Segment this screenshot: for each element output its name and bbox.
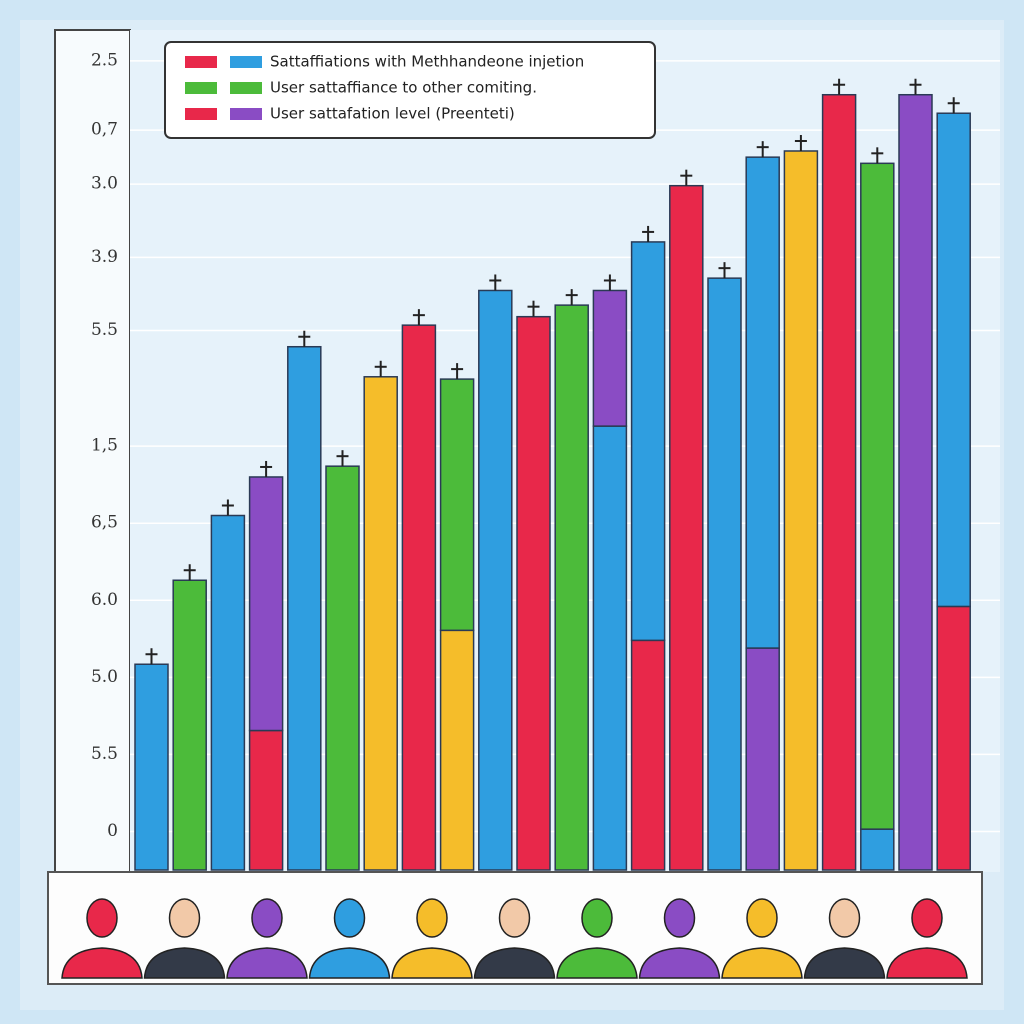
person-body (143, 947, 226, 979)
bar-segment (325, 465, 360, 871)
bar-segment (669, 184, 704, 871)
bar-segment (745, 647, 780, 871)
bar-segment (592, 289, 628, 427)
legend-swatch (185, 108, 217, 120)
bar-segment (287, 345, 322, 871)
person-head (911, 898, 943, 938)
person-head (746, 898, 778, 938)
y-tick-label: 5.0 (91, 667, 118, 687)
legend-label: User sattaffiance to other comiting. (270, 79, 537, 97)
y-tick-label: 1,5 (91, 436, 118, 456)
bar-segment (630, 639, 666, 871)
bar-segment (134, 663, 169, 871)
y-tick-label: 3.0 (91, 174, 118, 194)
person-head (498, 898, 531, 938)
bar-segment (860, 162, 895, 830)
bar-segment (707, 277, 742, 871)
legend-label: User sattafation level (Preenteti) (270, 105, 515, 123)
person-head (168, 898, 201, 938)
bar-segment (439, 378, 475, 632)
people (61, 898, 968, 979)
bar-segment (936, 605, 971, 871)
person-body (473, 947, 556, 979)
bar-segment (745, 156, 780, 649)
person-body (308, 947, 391, 979)
person-head (828, 898, 861, 938)
person-body (556, 947, 638, 979)
person-body (803, 947, 886, 979)
legend-swatch (230, 108, 262, 120)
person-body (226, 947, 308, 979)
person-head (663, 898, 696, 938)
legend-swatch (230, 56, 262, 68)
y-tick-label: 2.5 (91, 50, 118, 70)
bar-segment (210, 514, 246, 871)
bar-segment (401, 324, 437, 871)
bar-segment (248, 476, 284, 732)
bar-segment (592, 425, 628, 871)
person-body (886, 947, 968, 979)
person-head (581, 898, 613, 938)
person-body (638, 947, 721, 979)
y-tick-label: 3.9 (91, 247, 118, 267)
bar-segment (554, 304, 589, 871)
y-tick-label: 6.0 (91, 590, 118, 610)
bar-segment (516, 315, 551, 871)
person-head (416, 898, 448, 938)
bar-segment (248, 729, 284, 871)
legend-swatch (230, 82, 262, 94)
legend-swatch (185, 56, 217, 68)
y-tick-label: 5.5 (91, 320, 118, 340)
bar-segment (630, 241, 666, 642)
legend: Sattaffiations with Methhandeone injetio… (164, 41, 656, 139)
person-body (391, 947, 473, 979)
bar-segment (172, 579, 207, 871)
legend-swatch (185, 82, 217, 94)
person-body (721, 947, 803, 979)
legend-label: Sattaffiations with Methhandeone injetio… (270, 53, 584, 71)
bar-segment (478, 289, 513, 871)
bar-segment (439, 629, 475, 871)
bar-segment (821, 93, 857, 871)
bar-segment (783, 150, 819, 871)
y-tick-label: 5.5 (91, 744, 118, 764)
person-head (333, 898, 366, 938)
bar-segment (860, 828, 895, 871)
person-head (251, 898, 283, 938)
y-tick-label: 0,7 (91, 120, 118, 140)
bars (134, 78, 971, 871)
bar-segment (363, 376, 398, 871)
y-tick-label: 0 (107, 821, 118, 841)
axis-panel (54, 29, 131, 873)
y-tick-label: 6,5 (91, 513, 118, 533)
legend-box (164, 41, 656, 139)
person-body (61, 947, 143, 979)
person-head (86, 898, 118, 938)
bar-segment (898, 93, 933, 871)
bar-segment (936, 112, 971, 608)
